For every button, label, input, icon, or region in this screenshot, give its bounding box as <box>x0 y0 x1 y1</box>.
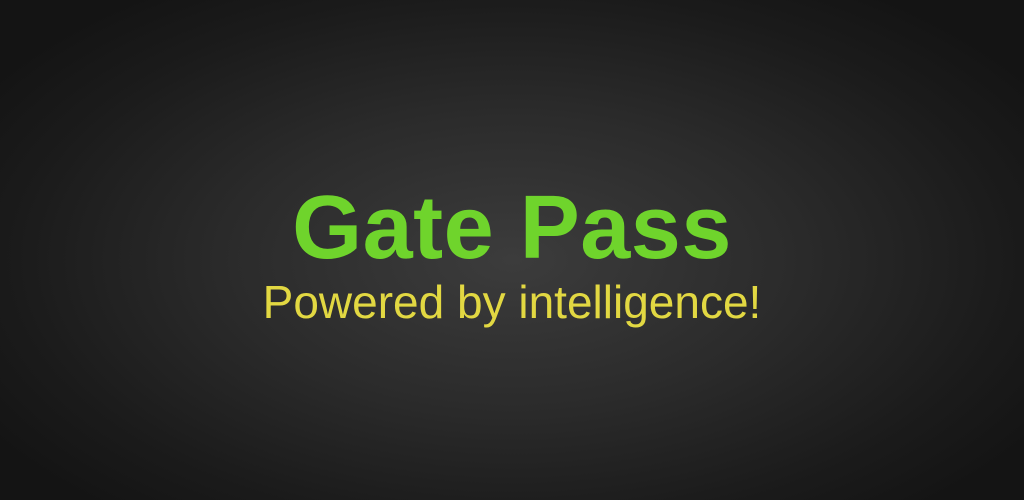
app-tagline: Powered by intelligence! <box>262 276 762 328</box>
app-title: Gate Pass <box>292 178 732 278</box>
